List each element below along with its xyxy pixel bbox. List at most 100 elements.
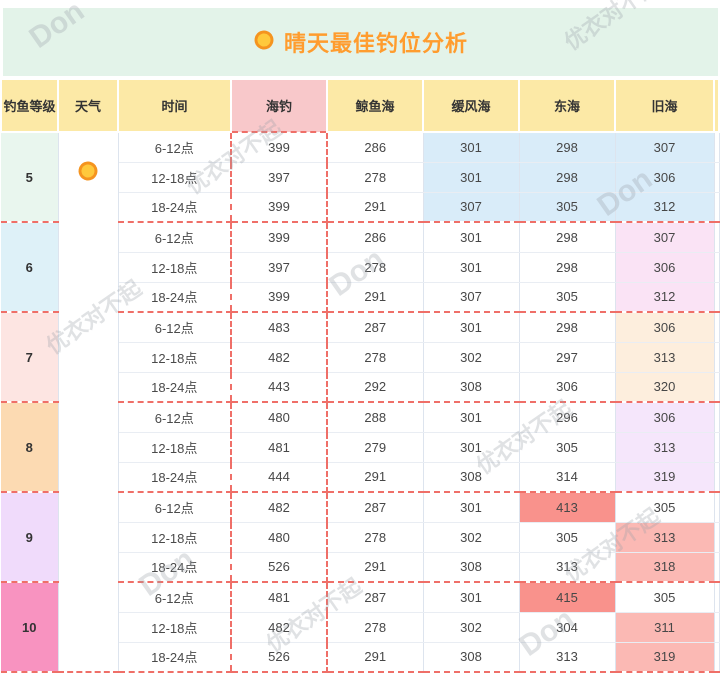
value-cell[interactable]: 312 <box>615 282 715 313</box>
value-cell[interactable]: 288 <box>327 402 424 433</box>
time-cell[interactable]: 6-12点 <box>118 492 232 523</box>
value-cell[interactable]: 482 <box>230 342 328 373</box>
value-cell[interactable]: 291 <box>327 642 424 673</box>
value-cell[interactable]: 307 <box>423 192 520 223</box>
value-cell[interactable]: 397 <box>230 252 328 283</box>
value-cell[interactable]: 306 <box>615 252 715 283</box>
time-cell[interactable]: 18-24点 <box>118 552 232 583</box>
value-cell[interactable]: 298 <box>519 131 616 163</box>
value-cell[interactable]: 302 <box>423 522 520 553</box>
time-cell[interactable]: 12-18点 <box>118 612 232 643</box>
value-cell[interactable]: 305 <box>519 522 616 553</box>
value-cell[interactable]: 302 <box>423 342 520 373</box>
time-cell[interactable]: 6-12点 <box>118 312 232 343</box>
value-cell[interactable]: 483 <box>230 312 328 343</box>
value-cell[interactable]: 399 <box>230 131 328 163</box>
value-cell[interactable]: 308 <box>423 372 520 403</box>
value-cell[interactable]: 313 <box>615 432 715 463</box>
value-cell[interactable]: 313 <box>519 642 616 673</box>
value-cell[interactable]: 296 <box>519 402 616 433</box>
value-cell[interactable]: 298 <box>519 222 616 253</box>
value-cell[interactable]: 526 <box>230 642 328 673</box>
column-header[interactable]: 鲸鱼海 <box>326 80 424 132</box>
time-cell[interactable]: 18-24点 <box>118 462 232 493</box>
time-cell[interactable]: 18-24点 <box>118 192 232 223</box>
value-cell[interactable]: 307 <box>615 131 715 163</box>
value-cell[interactable]: 399 <box>230 192 328 223</box>
value-cell[interactable]: 286 <box>327 131 424 163</box>
value-cell[interactable]: 443 <box>230 372 328 403</box>
value-cell[interactable]: 480 <box>230 402 328 433</box>
value-cell[interactable]: 278 <box>327 162 424 193</box>
value-cell[interactable]: 278 <box>327 612 424 643</box>
value-cell[interactable]: 301 <box>423 582 520 613</box>
value-cell[interactable]: 314 <box>519 462 616 493</box>
value-cell[interactable]: 286 <box>327 222 424 253</box>
column-header[interactable]: 钓鱼等级 <box>0 80 59 132</box>
value-cell[interactable]: 278 <box>327 252 424 283</box>
value-cell[interactable]: 444 <box>230 462 328 493</box>
value-cell[interactable]: 291 <box>327 192 424 223</box>
value-cell[interactable]: 481 <box>230 582 328 613</box>
value-cell[interactable]: 301 <box>423 432 520 463</box>
value-cell[interactable]: 306 <box>615 162 715 193</box>
value-cell[interactable]: 301 <box>423 131 520 163</box>
value-cell[interactable]: 305 <box>519 282 616 313</box>
value-cell[interactable]: 298 <box>519 252 616 283</box>
weather-cell[interactable] <box>58 131 119 673</box>
value-cell[interactable]: 413 <box>519 492 616 523</box>
value-cell[interactable]: 302 <box>423 612 520 643</box>
value-cell[interactable]: 298 <box>519 312 616 343</box>
value-cell[interactable]: 318 <box>615 552 715 583</box>
value-cell[interactable]: 308 <box>423 552 520 583</box>
value-cell[interactable]: 307 <box>423 282 520 313</box>
value-cell[interactable]: 308 <box>423 642 520 673</box>
value-cell[interactable]: 278 <box>327 342 424 373</box>
value-cell[interactable]: 305 <box>519 192 616 223</box>
column-header[interactable]: 海钓 <box>230 80 328 132</box>
level-cell[interactable]: 6 <box>1 222 59 313</box>
value-cell[interactable]: 307 <box>615 222 715 253</box>
column-header[interactable]: 旧海 <box>614 80 715 132</box>
value-cell[interactable]: 319 <box>615 462 715 493</box>
value-cell[interactable]: 319 <box>615 642 715 673</box>
time-cell[interactable]: 12-18点 <box>118 432 232 463</box>
time-cell[interactable]: 18-24点 <box>118 282 232 313</box>
level-cell[interactable]: 9 <box>1 492 59 583</box>
value-cell[interactable]: 320 <box>615 372 715 403</box>
value-cell[interactable]: 298 <box>519 162 616 193</box>
value-cell[interactable]: 313 <box>615 342 715 373</box>
value-cell[interactable]: 278 <box>327 522 424 553</box>
value-cell[interactable]: 480 <box>230 522 328 553</box>
value-cell[interactable]: 399 <box>230 222 328 253</box>
value-cell[interactable]: 301 <box>423 162 520 193</box>
value-cell[interactable]: 312 <box>615 192 715 223</box>
value-cell[interactable]: 305 <box>615 492 715 523</box>
value-cell[interactable]: 292 <box>327 372 424 403</box>
value-cell[interactable]: 313 <box>615 522 715 553</box>
time-cell[interactable]: 12-18点 <box>118 342 232 373</box>
column-header[interactable]: 缓风海 <box>422 80 520 132</box>
value-cell[interactable]: 301 <box>423 252 520 283</box>
value-cell[interactable]: 291 <box>327 282 424 313</box>
value-cell[interactable]: 287 <box>327 582 424 613</box>
value-cell[interactable]: 526 <box>230 552 328 583</box>
value-cell[interactable]: 279 <box>327 432 424 463</box>
column-header[interactable]: 时间 <box>117 80 232 132</box>
time-cell[interactable]: 12-18点 <box>118 162 232 193</box>
column-header[interactable]: 东海 <box>518 80 616 132</box>
value-cell[interactable]: 313 <box>519 552 616 583</box>
column-header[interactable]: 天气 <box>57 80 119 132</box>
value-cell[interactable]: 481 <box>230 432 328 463</box>
value-cell[interactable]: 304 <box>519 612 616 643</box>
value-cell[interactable]: 306 <box>519 372 616 403</box>
value-cell[interactable]: 301 <box>423 222 520 253</box>
value-cell[interactable]: 301 <box>423 492 520 523</box>
value-cell[interactable]: 301 <box>423 402 520 433</box>
value-cell[interactable]: 291 <box>327 462 424 493</box>
value-cell[interactable]: 482 <box>230 492 328 523</box>
value-cell[interactable]: 482 <box>230 612 328 643</box>
value-cell[interactable]: 287 <box>327 312 424 343</box>
time-cell[interactable]: 6-12点 <box>118 222 232 253</box>
value-cell[interactable]: 399 <box>230 282 328 313</box>
